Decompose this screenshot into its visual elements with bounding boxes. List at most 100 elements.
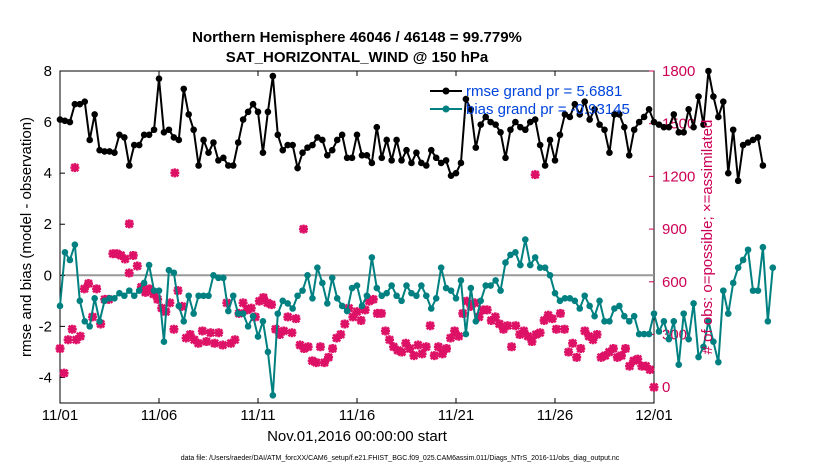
rmse-point [61, 117, 69, 125]
assimilated-point [360, 305, 370, 315]
rmse-point [363, 151, 371, 159]
assimilated-point [531, 329, 541, 339]
rmse-point [353, 131, 361, 139]
bias-point [536, 264, 544, 271]
bias-point [432, 294, 440, 302]
assimilated-point [442, 344, 452, 354]
assimilated-point [258, 293, 268, 303]
rmse-point [522, 126, 529, 134]
rmse-point [586, 116, 593, 123]
assimilated-point [519, 326, 529, 336]
bias-point [190, 310, 197, 317]
x-tick-label: 11/01 [42, 407, 78, 424]
rmse-point [447, 172, 455, 180]
assimilated-point [437, 349, 447, 359]
assimilated-point [206, 328, 216, 338]
assimilated-point [405, 344, 415, 354]
bias-point [314, 264, 321, 271]
rmse-point [700, 121, 707, 128]
data-file-note: data file: /Users/raeder/DAI/ATM_forcXX/… [181, 455, 620, 462]
bias-point [769, 264, 777, 271]
rmse-point [517, 123, 524, 131]
rmse-point [254, 108, 262, 116]
rmse-point [566, 113, 574, 121]
assimilated-point [503, 321, 513, 331]
x-axis-label: Nov.01,2016 00:00:00 start [267, 428, 448, 445]
bias-point [660, 317, 668, 325]
assimilated-point [511, 321, 521, 331]
rmse-point [576, 111, 584, 118]
assimilated-point [149, 289, 159, 299]
rmse-point [185, 111, 192, 118]
bias-point [343, 307, 351, 315]
bias-point [155, 287, 163, 294]
bias-point [408, 289, 415, 297]
assimilated-point [600, 351, 610, 361]
rmse-point [695, 93, 702, 100]
rmse-point [284, 141, 292, 149]
rmse-point [670, 111, 678, 118]
assimilated-point [576, 344, 586, 354]
rmse-point [452, 169, 460, 177]
assimilated-point [246, 303, 256, 313]
bias-point [616, 302, 623, 310]
assimilated-point [564, 347, 574, 357]
rmse-point [556, 131, 564, 139]
bias-point [670, 317, 678, 325]
assimilated-point [189, 335, 199, 345]
rmse-point [333, 136, 341, 144]
bias-point [373, 284, 381, 292]
rmse-point [269, 72, 277, 80]
bias-point [749, 287, 757, 294]
rmse-point [502, 154, 509, 162]
bias-point [111, 294, 118, 302]
rmse-point [715, 113, 722, 121]
bias-point [502, 259, 509, 266]
rmse-point [621, 123, 628, 131]
bias-point [517, 261, 524, 269]
bias-point [91, 294, 98, 302]
rmse-point [210, 139, 217, 146]
assimilated-point [596, 352, 606, 362]
assimilated-point [287, 328, 297, 338]
assimilated-point [124, 219, 134, 229]
y-tick-label: 8 [44, 63, 52, 80]
y-tick-label: 6 [44, 114, 52, 131]
rmse-point [526, 118, 534, 126]
rmse-point [477, 121, 485, 128]
bias-point [710, 338, 717, 346]
bias-point [234, 310, 242, 317]
assimilated-point [169, 324, 179, 334]
bias-point [130, 292, 138, 300]
rmse-point [249, 100, 257, 108]
y2-axis-label: # of obs: o=possible; ×=assimilated [699, 120, 716, 355]
bias-point [759, 243, 767, 251]
chart-title: Northern Hemisphere 46046 / 46148 = 99.7… [192, 29, 522, 46]
rmse-point [71, 100, 79, 108]
assimilated-point [181, 333, 191, 343]
assimilated-point [409, 351, 419, 361]
rmse-point [234, 139, 242, 146]
bias-point [225, 307, 232, 315]
rmse-point [616, 111, 623, 118]
assimilated-point [494, 319, 504, 329]
rmse-point [126, 162, 133, 169]
x-tick-label: 11/11 [240, 407, 275, 424]
bias-point [284, 300, 292, 307]
rmse-point [170, 134, 178, 141]
rmse-point [541, 162, 549, 169]
rmse-point [383, 136, 391, 144]
y-tick-label: 0 [44, 267, 52, 284]
bias-point [665, 335, 673, 343]
rmse-point [319, 136, 326, 144]
y-tick-label: 4 [44, 165, 52, 182]
assimilated-point [197, 326, 207, 336]
assimilated-point [352, 307, 362, 317]
bias-point [556, 297, 564, 305]
bias-point [576, 305, 584, 312]
rmse-point [121, 134, 128, 141]
bias-point [739, 256, 747, 264]
assimilated-point [547, 314, 557, 324]
bias-point [165, 266, 173, 274]
bias-point [487, 282, 494, 289]
